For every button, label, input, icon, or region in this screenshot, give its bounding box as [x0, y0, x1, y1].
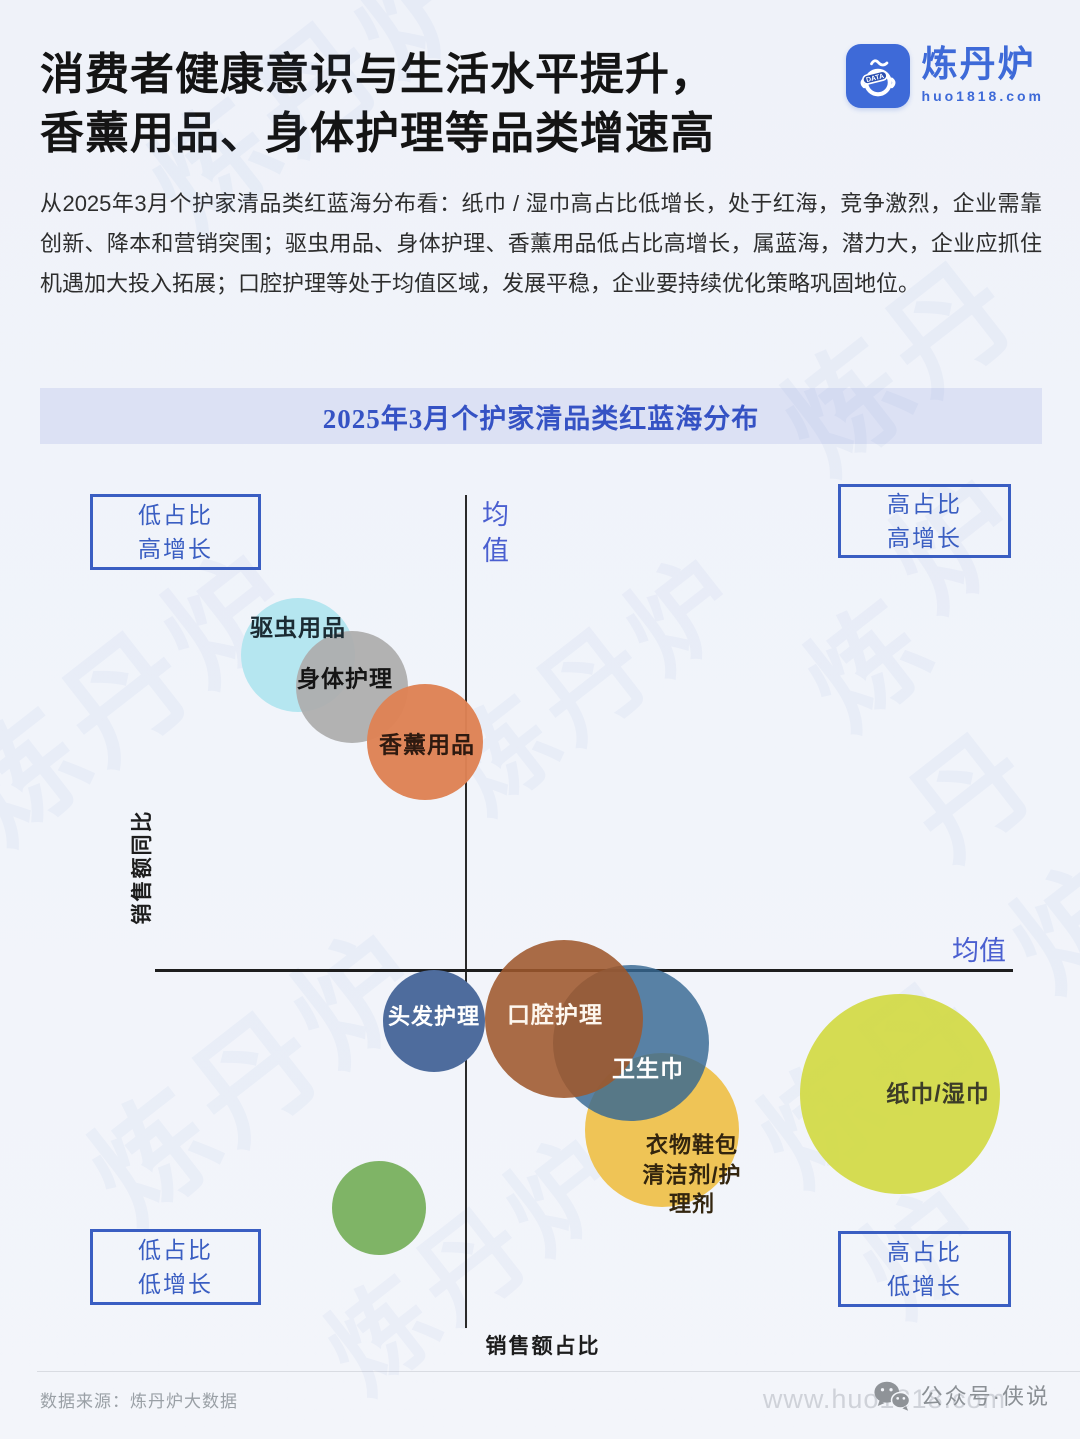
quadrant-box-top-left: 低占比 高增长 [90, 494, 261, 570]
bubble-hair-care [383, 970, 485, 1072]
svg-text:DATA: DATA [865, 73, 884, 84]
bubble-label-oral-care: 口腔护理 [507, 1001, 603, 1028]
wechat-icon [874, 1381, 911, 1411]
mean-label-horizontal: 均值 [952, 936, 1006, 966]
bubble-tissue-wipes [800, 994, 1000, 1194]
quadrant-tl-line2: 高增长 [138, 536, 213, 562]
bubble-unlabeled-green [332, 1161, 426, 1255]
quadrant-bl-line2: 低增长 [138, 1271, 213, 1297]
quadrant-bl-line1: 低占比 [138, 1236, 213, 1263]
intro-paragraph: 从2025年3月个护家清品类红蓝海分布看：纸巾 / 湿巾高占比低增长，处于红海，… [40, 191, 1042, 296]
bubble-label-sanitary-napkin: 卫生巾 [612, 1055, 684, 1082]
bubble-aroma-products [367, 684, 483, 800]
bubble-label-body-care: 身体护理 [297, 665, 393, 692]
quadrant-tl-line1: 低占比 [138, 501, 213, 528]
bubble-label-tissue-wipes: 纸巾/湿巾 [886, 1080, 990, 1107]
quadrant-box-top-right: 高占比 高增长 [838, 484, 1011, 558]
wechat-account-label: 公众号·侠说 [920, 1384, 1050, 1409]
mean-label-vertical: 均值 [478, 500, 508, 572]
quadrant-br-line1: 高占比 [887, 1238, 962, 1265]
brand-logo-icon: DATA [845, 44, 910, 108]
brand-logo: DATA 炼丹炉 huo1818.com [845, 44, 1044, 108]
footer-divider [37, 1371, 1080, 1372]
brand-domain: huo1818.com [921, 87, 1044, 104]
wechat-account-badge: 公众号·侠说 [873, 1379, 1050, 1411]
bubble-oral-care [485, 940, 643, 1098]
brand-logo-text: 炼丹炉 huo1818.com [922, 44, 1044, 104]
page-title-line2: 香薰用品、身体护理等品类增速高 [40, 108, 715, 158]
data-source-note: 数据来源：炼丹炉大数据 [40, 1392, 238, 1411]
quadrant-br-line2: 低增长 [887, 1273, 962, 1299]
y-axis-line [465, 495, 467, 1328]
quadrant-tr-line2: 高增长 [887, 525, 962, 551]
bubble-label-hair-care: 头发护理 [387, 1004, 481, 1030]
quadrant-box-bottom-left: 低占比 低增长 [90, 1229, 261, 1305]
chart-title-band: 2025年3月个护家清品类红蓝海分布 [40, 388, 1042, 444]
bubble-label-laundry-shoe-care: 衣物鞋包 清洁剂/护 理剂 [642, 1132, 742, 1217]
brand-name: 炼丹炉 [921, 43, 1036, 84]
furnace-icon: DATA [860, 59, 895, 97]
x-axis-label: 销售额占比 [485, 1335, 601, 1358]
quadrant-box-bottom-right: 高占比 低增长 [838, 1231, 1011, 1307]
page-title: 消费者健康意识与生活水平提升， 香薰用品、身体护理等品类增速高 [40, 46, 880, 164]
bubble-label-insect-repellent: 驱虫用品 [250, 614, 346, 641]
bubble-label-aroma-products: 香薰用品 [379, 731, 475, 758]
page-title-line1: 消费者健康意识与生活水平提升， [40, 50, 715, 99]
quadrant-tr-line1: 高占比 [887, 490, 962, 517]
